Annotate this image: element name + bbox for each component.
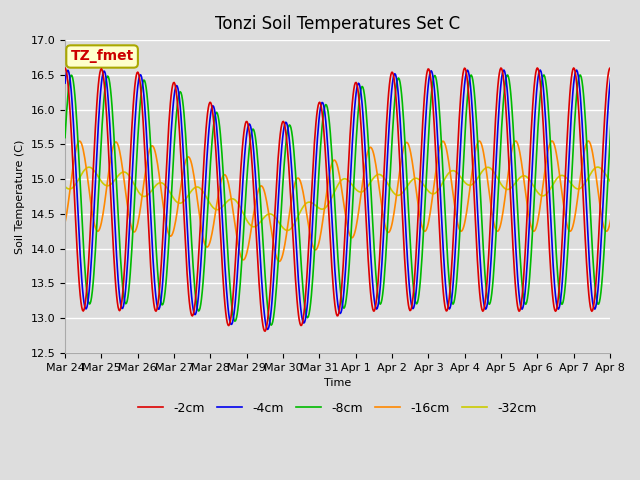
-16cm [61,220,69,226]
X-axis label: Time: Time [324,378,351,388]
-8cm [129,221,137,227]
-2cm [236,177,244,183]
-16cm [129,228,137,234]
-2cm [261,328,269,334]
Title: Tonzi Soil Temperatures Set C: Tonzi Soil Temperatures Set C [215,15,460,33]
-8cm [288,129,296,134]
-8cm [449,301,457,307]
-16cm [265,212,273,218]
-32cm [288,225,296,231]
-4cm [449,281,457,287]
-32cm [61,184,69,190]
-32cm [284,228,291,233]
-32cm [594,164,602,170]
-4cm [417,217,424,223]
Legend: -2cm, -4cm, -8cm, -16cm, -32cm: -2cm, -4cm, -8cm, -16cm, -32cm [133,397,541,420]
Y-axis label: Soil Temperature (C): Soil Temperature (C) [15,139,25,254]
-8cm [504,72,511,78]
-2cm [61,65,69,71]
-16cm [276,259,284,264]
-2cm [417,162,424,168]
-2cm [449,238,457,244]
-16cm [449,192,457,198]
-4cm [61,80,69,86]
-4cm [266,320,273,326]
-32cm [129,180,137,186]
-4cm [236,225,244,230]
-32cm [265,211,273,217]
-4cm [264,326,271,332]
-4cm [129,150,137,156]
Line: -16cm: -16cm [65,141,640,262]
Line: -2cm: -2cm [65,68,640,331]
Line: -32cm: -32cm [65,167,640,230]
Line: -8cm: -8cm [65,75,640,325]
-16cm [621,138,628,144]
-32cm [236,204,244,210]
Line: -4cm: -4cm [65,70,640,329]
Text: TZ_fmet: TZ_fmet [70,49,134,63]
-2cm [288,212,296,217]
-32cm [417,178,424,184]
-16cm [236,251,244,257]
-8cm [265,315,273,321]
-4cm [288,166,296,172]
-8cm [268,322,275,328]
-2cm [266,295,273,300]
-8cm [417,276,424,281]
-2cm [129,102,137,108]
-4cm [500,67,508,73]
-32cm [449,168,457,174]
-8cm [61,135,69,141]
-8cm [236,282,244,288]
-16cm [417,217,424,223]
-16cm [288,196,296,202]
